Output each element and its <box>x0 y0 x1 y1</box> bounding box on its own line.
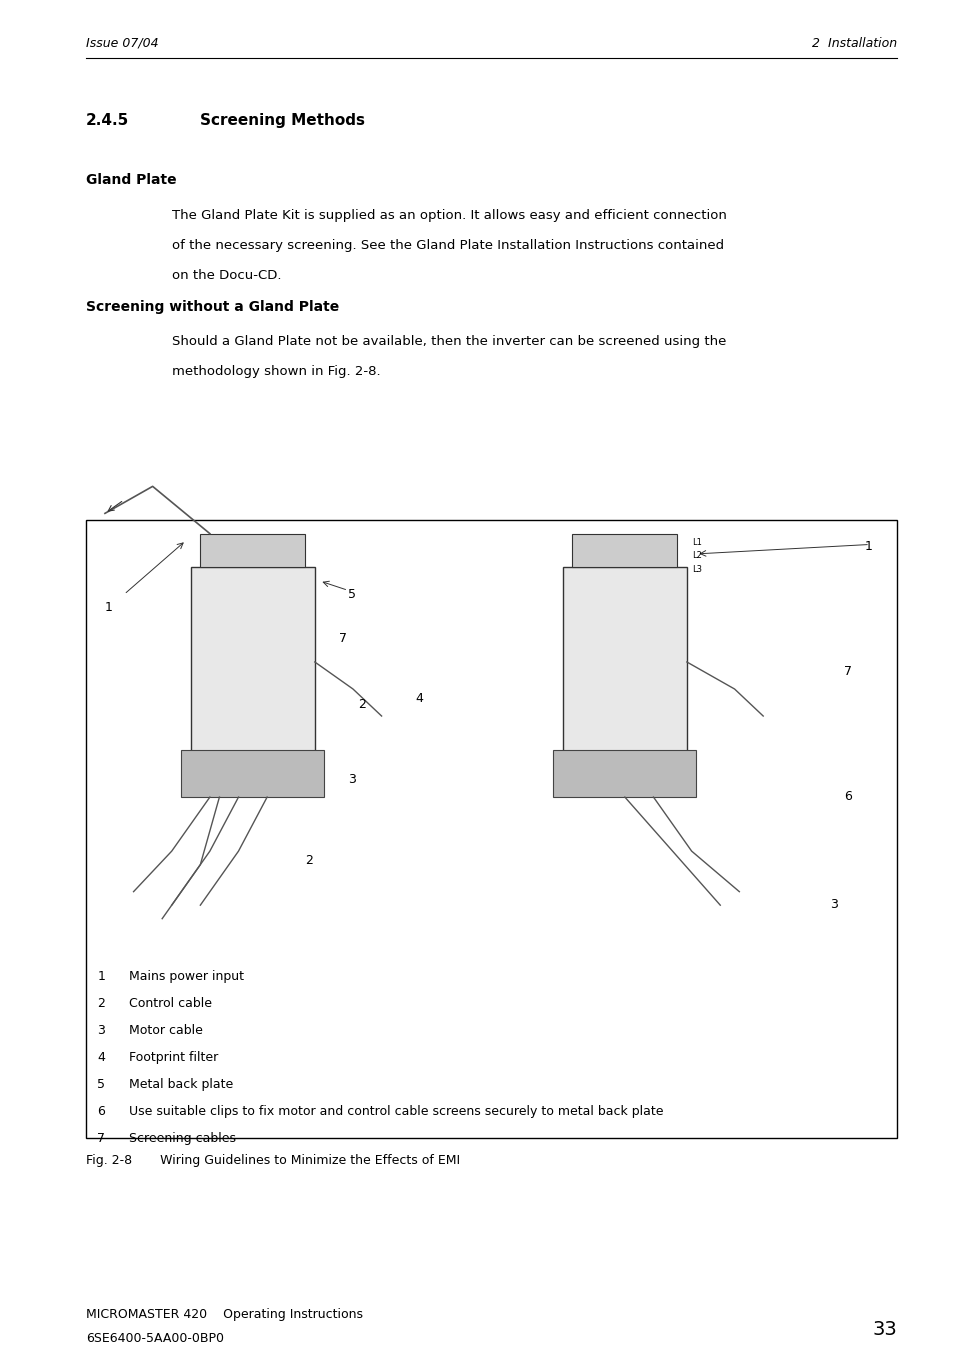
Text: Control cable: Control cable <box>129 997 212 1011</box>
Text: 6: 6 <box>97 1105 105 1119</box>
Text: Gland Plate: Gland Plate <box>86 173 176 186</box>
Text: on the Docu-CD.: on the Docu-CD. <box>172 269 281 282</box>
FancyBboxPatch shape <box>181 750 324 797</box>
Text: 7: 7 <box>97 1132 105 1146</box>
Text: Screening Methods: Screening Methods <box>200 113 365 128</box>
Text: 4: 4 <box>415 692 422 705</box>
FancyBboxPatch shape <box>572 534 677 567</box>
Text: 7: 7 <box>843 665 851 678</box>
Text: Motor cable: Motor cable <box>129 1024 202 1038</box>
Text: 3: 3 <box>97 1024 105 1038</box>
Text: Footprint filter: Footprint filter <box>129 1051 218 1065</box>
Text: 6: 6 <box>843 790 851 804</box>
Text: L1: L1 <box>691 538 700 547</box>
Text: 2  Installation: 2 Installation <box>811 36 896 50</box>
Text: 6SE6400-5AA00-0BP0: 6SE6400-5AA00-0BP0 <box>86 1332 224 1346</box>
FancyBboxPatch shape <box>86 520 896 1138</box>
Text: 3: 3 <box>829 898 837 912</box>
Text: 7: 7 <box>338 632 346 646</box>
Text: 3: 3 <box>348 773 355 786</box>
Text: 1: 1 <box>105 601 112 615</box>
Text: of the necessary screening. See the Gland Plate Installation Instructions contai: of the necessary screening. See the Glan… <box>172 239 723 253</box>
Text: MICROMASTER 420    Operating Instructions: MICROMASTER 420 Operating Instructions <box>86 1308 362 1321</box>
Text: 5: 5 <box>97 1078 105 1092</box>
FancyBboxPatch shape <box>553 750 696 797</box>
Text: Fig. 2-8       Wiring Guidelines to Minimize the Effects of EMI: Fig. 2-8 Wiring Guidelines to Minimize t… <box>86 1154 459 1167</box>
Text: 1: 1 <box>97 970 105 984</box>
Text: 2: 2 <box>97 997 105 1011</box>
Text: 5: 5 <box>348 588 355 601</box>
Text: Metal back plate: Metal back plate <box>129 1078 233 1092</box>
Text: 4: 4 <box>97 1051 105 1065</box>
Text: The Gland Plate Kit is supplied as an option. It allows easy and efficient conne: The Gland Plate Kit is supplied as an op… <box>172 209 726 223</box>
FancyBboxPatch shape <box>200 534 305 567</box>
Text: 2: 2 <box>357 698 365 712</box>
Text: Screening cables: Screening cables <box>129 1132 235 1146</box>
Text: methodology shown in Fig. 2-8.: methodology shown in Fig. 2-8. <box>172 365 380 378</box>
FancyBboxPatch shape <box>191 567 314 757</box>
Text: 2.4.5: 2.4.5 <box>86 113 129 128</box>
Text: Issue 07/04: Issue 07/04 <box>86 36 158 50</box>
Text: Should a Gland Plate not be available, then the inverter can be screened using t: Should a Gland Plate not be available, t… <box>172 335 725 349</box>
Text: 2: 2 <box>305 854 313 867</box>
Text: 1: 1 <box>864 540 872 554</box>
Text: 33: 33 <box>871 1320 896 1339</box>
Text: Screening without a Gland Plate: Screening without a Gland Plate <box>86 300 338 313</box>
Text: Use suitable clips to fix motor and control cable screens securely to metal back: Use suitable clips to fix motor and cont… <box>129 1105 662 1119</box>
Text: L2: L2 <box>691 551 700 561</box>
Text: L3: L3 <box>691 565 700 574</box>
Text: Mains power input: Mains power input <box>129 970 244 984</box>
FancyBboxPatch shape <box>562 567 686 757</box>
